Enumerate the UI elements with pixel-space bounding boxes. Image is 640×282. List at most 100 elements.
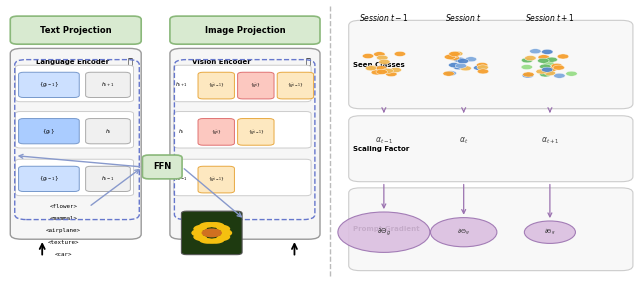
Circle shape xyxy=(554,73,565,78)
Text: Session $t-1$: Session $t-1$ xyxy=(359,12,409,23)
Circle shape xyxy=(431,218,497,247)
FancyBboxPatch shape xyxy=(86,72,131,98)
Text: $\{g_i\}$: $\{g_i\}$ xyxy=(42,127,56,136)
Text: Session $t$: Session $t$ xyxy=(445,12,482,23)
Ellipse shape xyxy=(199,238,216,244)
Text: Vision Encoder: Vision Encoder xyxy=(192,59,251,65)
Circle shape xyxy=(522,58,533,63)
FancyBboxPatch shape xyxy=(277,72,314,99)
Circle shape xyxy=(553,65,564,70)
Text: $h_i$: $h_i$ xyxy=(105,127,111,136)
Circle shape xyxy=(538,55,550,60)
Text: $h_{i-1}$: $h_{i-1}$ xyxy=(175,175,188,183)
Circle shape xyxy=(477,69,489,74)
FancyBboxPatch shape xyxy=(19,166,79,191)
FancyBboxPatch shape xyxy=(349,188,633,271)
Text: $\{g_{i-1}\}$: $\{g_{i-1}\}$ xyxy=(39,174,59,183)
Circle shape xyxy=(465,57,477,62)
Circle shape xyxy=(365,66,377,71)
Circle shape xyxy=(381,69,393,74)
Text: <texture>: <texture> xyxy=(47,240,79,245)
Circle shape xyxy=(453,65,465,70)
Circle shape xyxy=(371,70,383,75)
Circle shape xyxy=(385,72,397,77)
Circle shape xyxy=(376,55,388,60)
Text: 🔒: 🔒 xyxy=(127,57,132,66)
FancyBboxPatch shape xyxy=(198,166,234,193)
FancyBboxPatch shape xyxy=(237,118,274,145)
FancyBboxPatch shape xyxy=(170,16,320,44)
Circle shape xyxy=(544,70,556,76)
Circle shape xyxy=(538,58,549,63)
Circle shape xyxy=(523,72,534,77)
Circle shape xyxy=(367,65,378,70)
Circle shape xyxy=(460,66,472,71)
Ellipse shape xyxy=(208,222,224,228)
FancyBboxPatch shape xyxy=(237,72,274,99)
Text: $h_{i-1}$: $h_{i-1}$ xyxy=(101,175,115,183)
Circle shape xyxy=(447,53,459,58)
Circle shape xyxy=(443,71,454,76)
FancyBboxPatch shape xyxy=(10,49,141,239)
Text: $h_i$: $h_i$ xyxy=(179,127,184,136)
Circle shape xyxy=(524,221,575,243)
Circle shape xyxy=(476,63,488,68)
Text: $\partial\Theta_g$: $\partial\Theta_g$ xyxy=(458,227,470,238)
Text: $\partial\Theta_g$: $\partial\Theta_g$ xyxy=(377,226,391,238)
Text: Language Encoder: Language Encoder xyxy=(36,59,109,65)
Text: Session $t+1$: Session $t+1$ xyxy=(525,12,575,23)
FancyBboxPatch shape xyxy=(181,211,242,255)
FancyBboxPatch shape xyxy=(170,49,320,239)
Circle shape xyxy=(540,72,551,77)
FancyBboxPatch shape xyxy=(15,65,134,102)
FancyBboxPatch shape xyxy=(19,118,79,144)
Text: <flower>: <flower> xyxy=(49,204,77,210)
Circle shape xyxy=(546,57,557,62)
Circle shape xyxy=(530,49,541,54)
Circle shape xyxy=(445,71,456,76)
Circle shape xyxy=(449,63,460,68)
FancyBboxPatch shape xyxy=(198,72,234,99)
Circle shape xyxy=(541,67,553,72)
Text: $\{\tilde{g}_{i-1}\}$: $\{\tilde{g}_{i-1}\}$ xyxy=(208,175,225,184)
Circle shape xyxy=(448,55,460,60)
FancyBboxPatch shape xyxy=(15,159,134,196)
FancyBboxPatch shape xyxy=(198,118,234,145)
Ellipse shape xyxy=(216,234,230,241)
FancyBboxPatch shape xyxy=(143,155,182,179)
Circle shape xyxy=(474,65,485,70)
Circle shape xyxy=(477,65,488,70)
Text: $h_{i+1}$: $h_{i+1}$ xyxy=(175,80,188,89)
Circle shape xyxy=(453,57,465,62)
FancyBboxPatch shape xyxy=(86,166,131,191)
Text: $\partial\Theta_g$: $\partial\Theta_g$ xyxy=(544,227,556,238)
Text: Scaling Factor: Scaling Factor xyxy=(353,146,410,152)
Text: 🔒: 🔒 xyxy=(306,57,311,66)
Text: $\alpha_{t+1}$: $\alpha_{t+1}$ xyxy=(541,136,559,146)
Ellipse shape xyxy=(199,222,216,228)
Circle shape xyxy=(338,212,430,252)
Circle shape xyxy=(451,51,463,56)
Text: $\{\tilde{g}_i\}$: $\{\tilde{g}_i\}$ xyxy=(250,81,261,89)
Circle shape xyxy=(444,54,456,60)
Ellipse shape xyxy=(216,224,230,231)
Text: $h_{i+1}$: $h_{i+1}$ xyxy=(101,80,115,89)
FancyBboxPatch shape xyxy=(173,159,311,196)
Circle shape xyxy=(543,70,554,75)
Text: $\{\tilde{g}_{i-1}\}$: $\{\tilde{g}_{i-1}\}$ xyxy=(287,81,303,89)
Circle shape xyxy=(376,69,387,74)
Text: $\alpha_t$: $\alpha_t$ xyxy=(459,136,468,146)
Circle shape xyxy=(536,69,547,74)
Text: Seen Classes: Seen Classes xyxy=(353,61,405,67)
Circle shape xyxy=(551,63,563,68)
Circle shape xyxy=(525,56,536,61)
Text: <mammal>: <mammal> xyxy=(49,216,77,221)
Text: $\{\tilde{g}_i\}$: $\{\tilde{g}_i\}$ xyxy=(211,128,221,136)
Circle shape xyxy=(521,65,532,70)
Text: $\{\tilde{g}_{i-1}\}$: $\{\tilde{g}_{i-1}\}$ xyxy=(248,128,264,136)
Ellipse shape xyxy=(193,234,207,241)
Circle shape xyxy=(376,66,387,71)
Circle shape xyxy=(362,54,374,59)
Text: Text Projection: Text Projection xyxy=(40,26,111,35)
Text: Prompt Gradient: Prompt Gradient xyxy=(353,226,420,232)
